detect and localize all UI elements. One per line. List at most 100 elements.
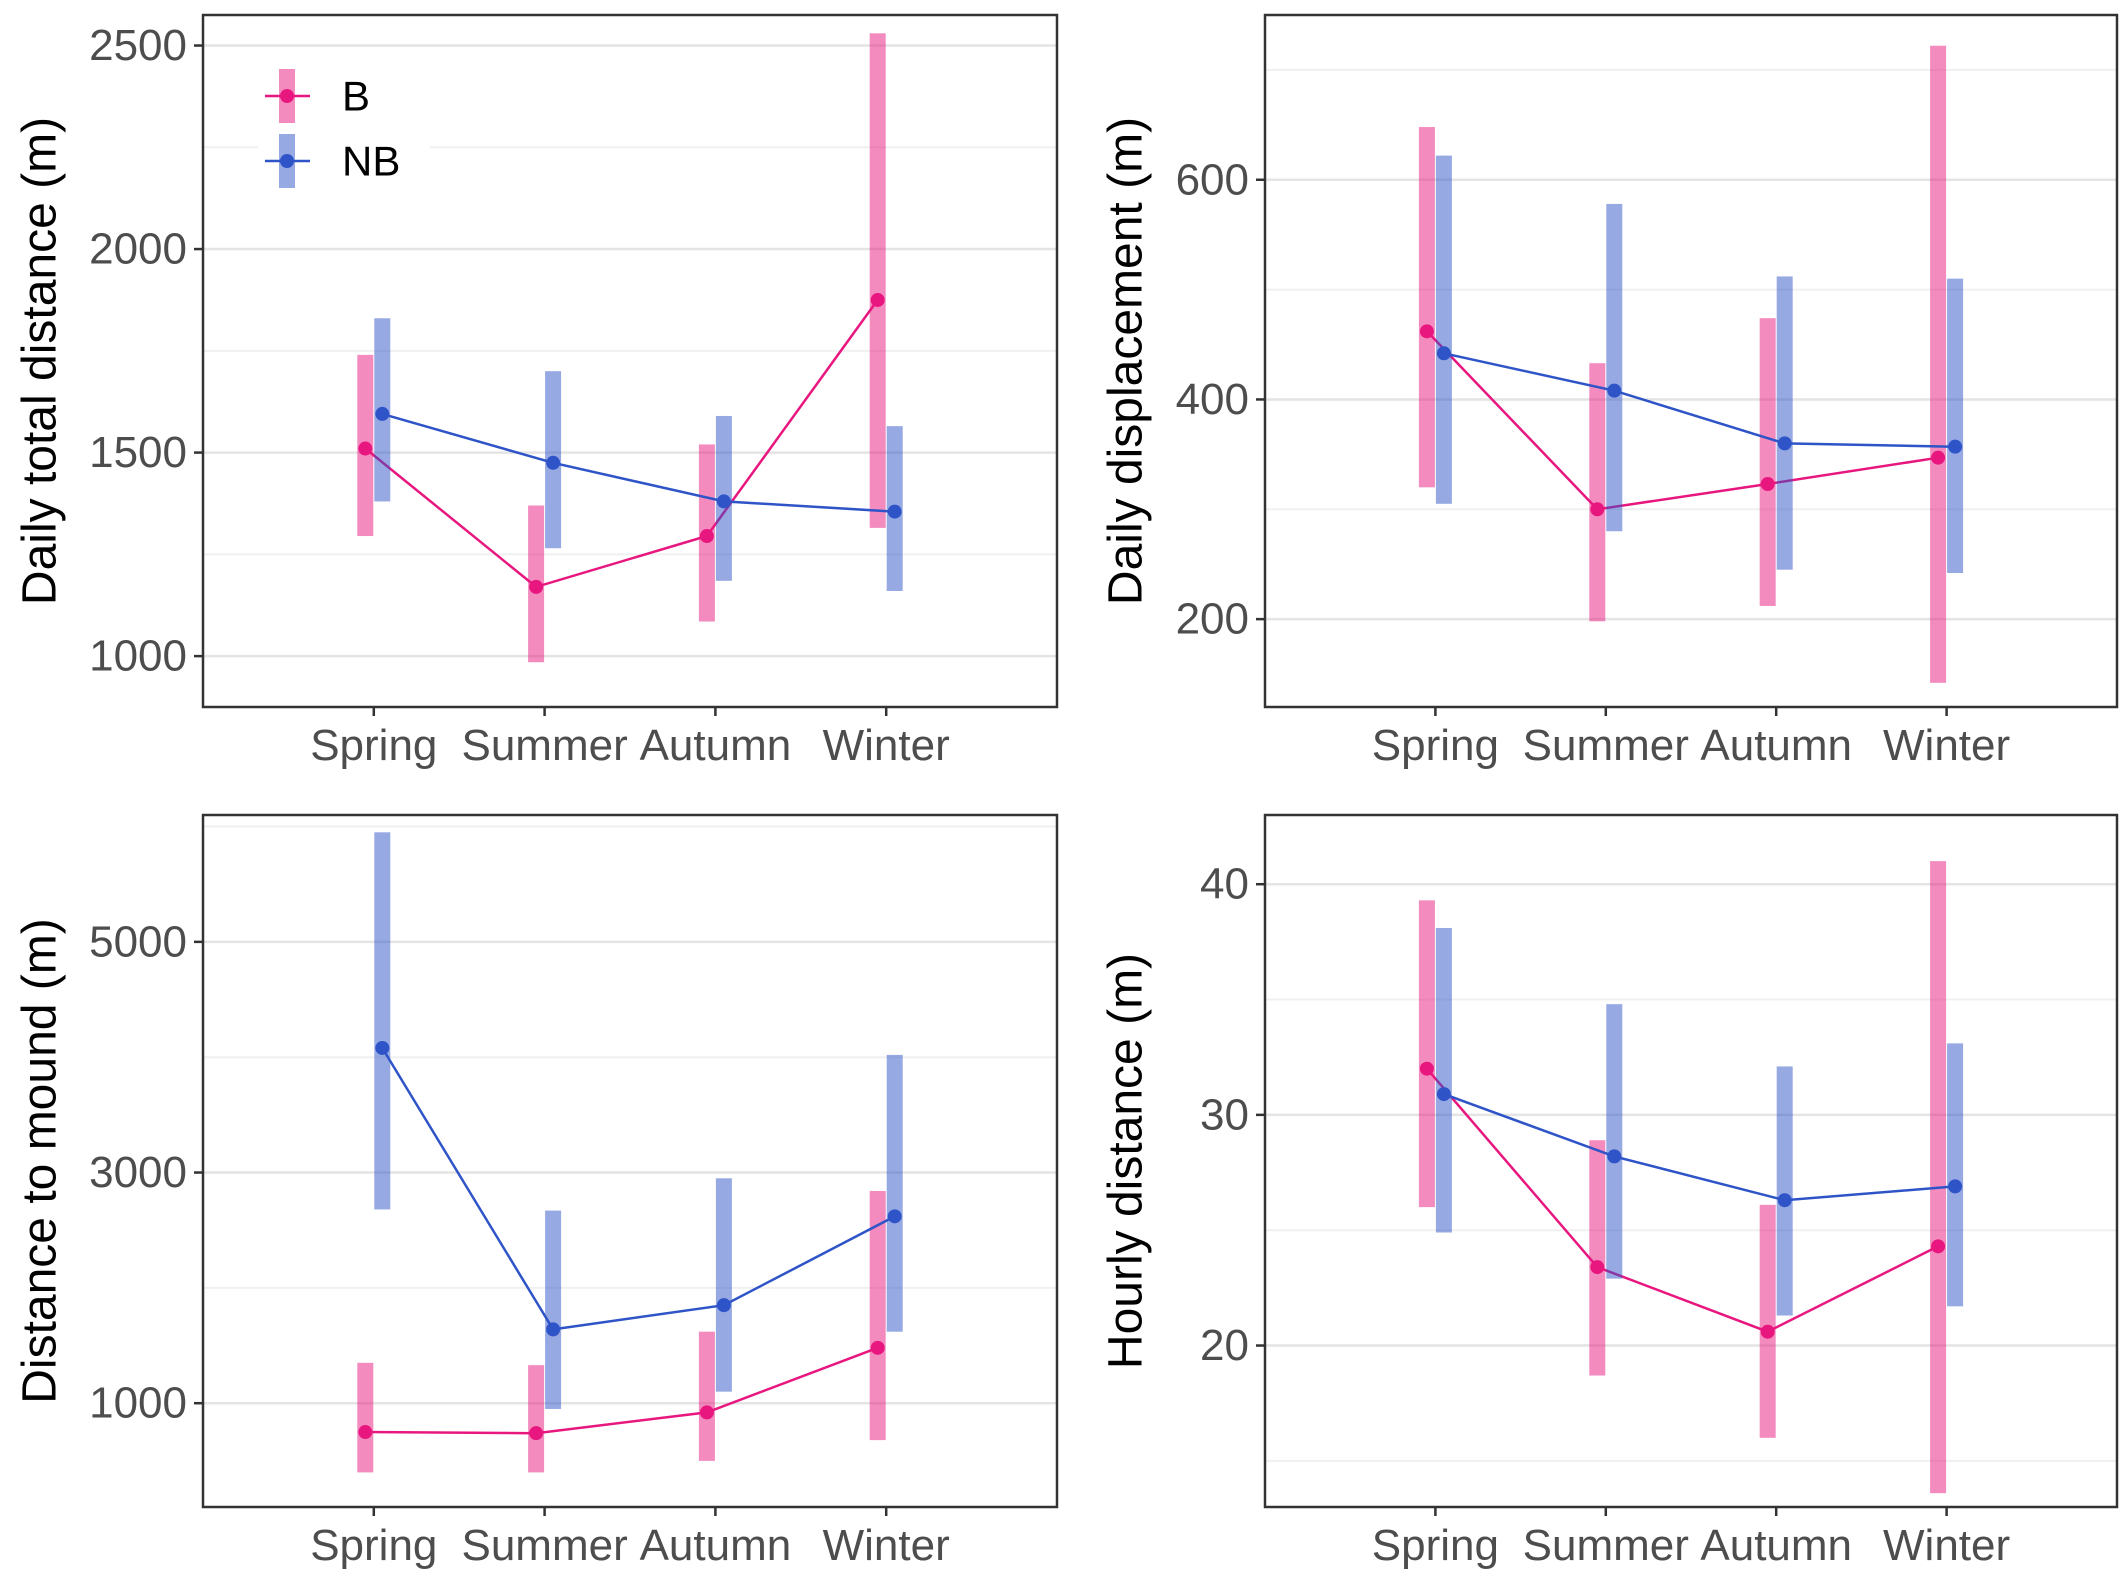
panel-border [1263,813,2119,1509]
data-point-B-summer [1590,502,1605,517]
y-axis-title: Daily total distance (m) [14,117,67,605]
data-point-NB-autumn [716,1298,731,1313]
y-tick-label: 5000 [89,917,187,966]
error-bar-NB-autumn [1776,276,1793,570]
series-B [357,1190,886,1473]
chart-panel-displacement: 200 400 600 Spring Summer Autumn Winter Daily d… [1100,13,2119,770]
legend-label: NB [342,138,400,185]
data-point-B-spring [1419,1061,1434,1076]
y-tick-label: 1000 [89,632,187,681]
data-point-B-winter [870,1340,885,1355]
panel-border [201,13,1059,709]
error-bar-NB-spring [1435,155,1452,504]
data-point-B-autumn [699,529,714,544]
x-tick-label-winter: Winter [823,721,950,770]
panel-border [201,813,1059,1509]
data-point-NB-autumn [1777,436,1792,451]
series-B [357,33,886,663]
data-point-B-summer [529,1426,544,1441]
y-tick-label: 20 [1200,1321,1249,1370]
series-NB [1435,928,1964,1316]
data-point-NB-autumn [716,494,731,509]
data-point-NB-autumn [1777,1193,1792,1208]
error-bar-NB-spring [1435,928,1452,1233]
data-point-NB-spring [1436,1087,1451,1102]
x-tick-label-spring: Spring [310,1521,437,1570]
x-tick-label-summer: Summer [461,1521,627,1570]
series-B [1418,45,1947,683]
series-line-B [364,299,879,589]
chart-panel-distance-to-mound: 1000 3000 5000 Spring Summer Autumn Winter Dist… [14,813,1059,1570]
data-point-NB-summer [546,1322,561,1337]
error-bar-B-autumn [698,1331,715,1461]
error-bar-B-spring [1418,127,1435,488]
legend-label: B [342,73,370,120]
error-bar-NB-spring [374,832,391,1210]
data-point-NB-spring [375,406,390,421]
error-bar-B-summer [1589,1140,1606,1376]
x-tick-label-autumn: Autumn [640,1521,792,1570]
data-point-B-spring [358,441,373,456]
data-point-B-spring [1419,324,1434,339]
data-point-NB-winter [1948,439,1963,454]
x-tick-label-winter: Winter [823,1521,950,1570]
data-point-NB-winter [887,504,902,519]
x-tick-label-winter: Winter [1883,1521,2010,1570]
plot-background [1265,815,2117,1507]
panel-border [1263,13,2119,709]
x-tick-label-autumn: Autumn [640,721,792,770]
data-point-NB-summer [1607,1149,1622,1164]
series-line-NB [1443,352,1956,448]
data-point-B-autumn [1760,1324,1775,1339]
series-line-B [1425,1067,1939,1334]
series-line-NB [381,412,895,513]
legend-key-point [280,154,294,168]
chart-panel-hourly-distance: 20 30 40 Spring Summer Autumn Winter Hourly dis… [1100,813,2119,1570]
plot-background [203,815,1057,1507]
x-tick-label-spring: Spring [310,721,437,770]
error-bar-NB-summer [1606,1004,1623,1279]
error-bar-B-winter [1930,45,1947,683]
data-point-NB-summer [546,455,561,470]
error-bar-NB-summer [545,1210,562,1409]
error-bar-B-winter [869,1190,886,1441]
series-line-B [365,1346,879,1435]
series-line-NB [1443,1092,1956,1202]
y-tick-label: 30 [1200,1090,1249,1139]
data-point-NB-summer [1607,383,1622,398]
error-bar-B-winter [869,33,886,528]
data-point-B-autumn [699,1405,714,1420]
y-tick-label: 400 [1176,375,1249,424]
x-tick-label-spring: Spring [1372,1521,1499,1570]
error-bar-NB-winter [1947,278,1964,573]
series-line-B [1425,330,1939,511]
error-bar-B-autumn [1759,1204,1776,1438]
series-NB [1435,155,1964,573]
x-tick-label-winter: Winter [1883,721,2010,770]
data-point-NB-spring [1436,346,1451,361]
data-point-NB-winter [887,1209,902,1224]
legend: B NB [258,55,430,195]
x-tick-label-autumn: Autumn [1700,1521,1852,1570]
y-tick-label: 3000 [89,1148,187,1197]
data-point-B-winter [1931,1239,1946,1254]
y-axis-title: Daily displacement (m) [1100,117,1153,605]
error-bar-B-spring [1418,900,1435,1208]
data-point-B-winter [1931,450,1946,465]
x-tick-label-summer: Summer [461,721,627,770]
legend-item-NB: NB [265,134,400,188]
series-NB [374,832,903,1409]
data-point-NB-spring [375,1040,390,1055]
error-bar-NB-winter [1947,1043,1964,1307]
error-bar-NB-winter [886,1054,903,1332]
data-point-B-spring [358,1425,373,1440]
y-tick-label: 200 [1176,595,1249,644]
y-tick-label: 1000 [89,1379,187,1428]
legend-key-point [280,89,294,103]
plot-background [1265,15,2117,707]
error-bar-B-spring [357,1362,374,1473]
y-tick-label: 40 [1200,860,1249,909]
error-bar-B-summer [1589,363,1606,622]
y-tick-label: 2500 [89,21,187,70]
